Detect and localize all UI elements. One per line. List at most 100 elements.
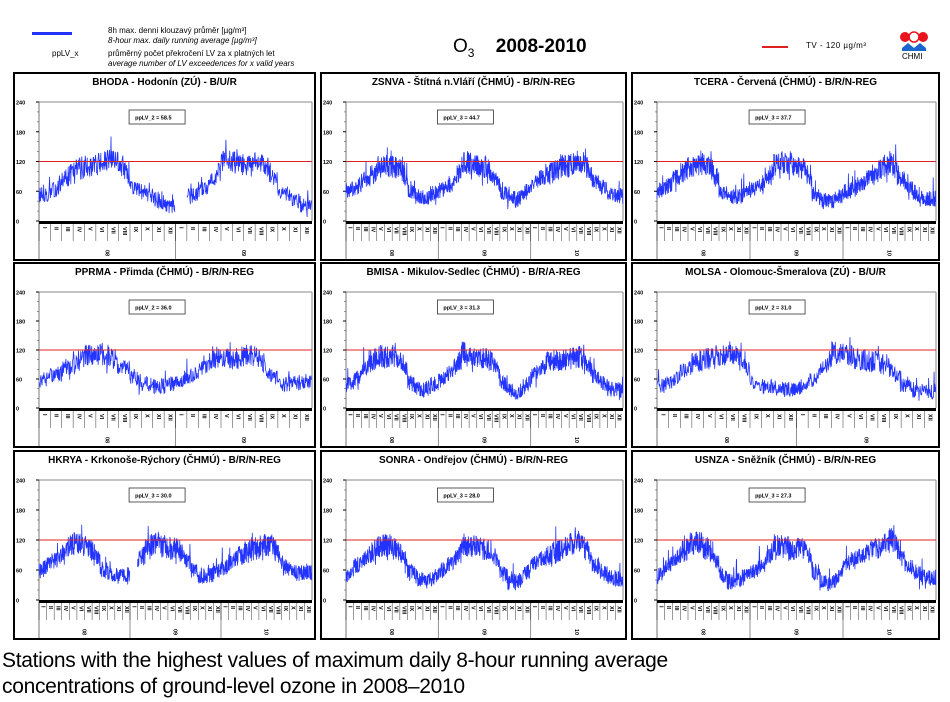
y-tick-label: 0 xyxy=(16,599,19,605)
station-chart-panel: SONRA - Ondřejov (ČHMÚ) - B/R/N-REG 0 60 12… xyxy=(320,450,627,640)
series-legend-line xyxy=(32,32,72,35)
month-label: XII xyxy=(303,227,309,234)
month-label: V xyxy=(87,414,93,418)
month-label: XII xyxy=(523,227,529,234)
y-tick-label: 0 xyxy=(323,599,326,605)
month-label: I xyxy=(130,606,136,608)
pplv-annotation-box xyxy=(748,487,806,503)
month-label: XI xyxy=(291,414,297,420)
month-label: VIII xyxy=(712,606,718,615)
month-label: II xyxy=(138,606,144,610)
month-label: VII xyxy=(797,606,803,613)
month-label: I xyxy=(843,227,849,229)
month-label: II xyxy=(539,227,545,231)
month-label: I xyxy=(39,606,45,608)
month-label: X xyxy=(727,606,733,610)
month-label: VIII xyxy=(741,414,747,423)
month-label: I xyxy=(657,606,663,608)
month-label: VII xyxy=(890,227,896,234)
station-chart-panel: PPRMA - Přimda (ČHMÚ) - B/R/N-REG 0 60 120 1… xyxy=(13,262,316,448)
y-tick-label: 180 xyxy=(634,509,643,515)
x-axis-bar xyxy=(657,408,936,411)
month-label: IX xyxy=(752,414,758,420)
month-label: VII xyxy=(485,227,491,234)
series-line xyxy=(656,524,937,592)
series-label-cz: 8h max. denni klouzavý průměr [µg/m³] xyxy=(108,26,247,35)
month-label: X xyxy=(290,606,296,610)
month-label: XI xyxy=(155,227,161,233)
month-label: I xyxy=(346,414,352,416)
caption-line-2: concentrations of ground-level ozone in … xyxy=(2,675,465,698)
station-chart-panel: ZSNVA - Štítná n.Vláří (ČHMÚ) - B/R/N-RE… xyxy=(320,72,627,261)
month-label: IX xyxy=(132,414,138,420)
month-label: XI xyxy=(516,414,522,420)
month-label: XII xyxy=(836,606,842,613)
month-label: IV xyxy=(369,606,375,612)
month-label: III xyxy=(200,414,206,419)
x-axis-bar xyxy=(346,600,623,603)
month-label: X xyxy=(416,227,422,231)
month-label: VI xyxy=(570,227,576,233)
month-label: IX xyxy=(500,606,506,612)
year-label: 09 xyxy=(862,437,868,443)
month-label: VI xyxy=(789,227,795,233)
series-line xyxy=(656,337,936,401)
month-label: IV xyxy=(75,227,81,233)
month-label: X xyxy=(280,227,286,231)
series-line xyxy=(38,342,312,395)
month-label: XI xyxy=(423,414,429,420)
chart-title: MOLSA - Olomouc-Šmeralova (ZÚ) - B/U/R xyxy=(685,265,887,278)
chart-title: SONRA - Ondřejov (ČHMÚ) - B/R/N-REG xyxy=(379,453,568,466)
month-label: XI xyxy=(423,227,429,233)
x-axis-bar xyxy=(657,221,936,224)
y-tick-label: 60 xyxy=(323,190,329,196)
month-label: X xyxy=(600,606,606,610)
month-label: XI xyxy=(776,414,782,420)
y-tick-label: 60 xyxy=(16,569,22,575)
pplv-annotation-text: ppLV_3 = 37.7 xyxy=(755,116,791,122)
y-tick-label: 0 xyxy=(323,220,326,226)
month-label: XI xyxy=(915,414,921,420)
year-label: 08 xyxy=(103,250,109,256)
year-label: 08 xyxy=(723,437,729,443)
month-label: IX xyxy=(719,227,725,233)
month-label: III xyxy=(683,414,689,419)
month-label: I xyxy=(439,414,445,416)
month-label: XI xyxy=(155,414,161,420)
chart-svg: TCERA - Červená (ČHMÚ) - B/R/N-REG 0 60 120… xyxy=(634,75,937,259)
month-label: XI xyxy=(608,227,614,233)
y-tick-label: 240 xyxy=(634,101,643,107)
month-label: III xyxy=(454,414,460,419)
month-label: V xyxy=(223,414,229,418)
month-label: III xyxy=(822,414,828,419)
month-label: III xyxy=(673,606,679,611)
y-tick-label: 120 xyxy=(634,539,643,545)
series-line xyxy=(38,136,176,214)
month-label: XII xyxy=(523,606,529,613)
month-label: IV xyxy=(153,606,159,612)
month-label: VIII xyxy=(493,414,499,423)
pplv-annotation-text: ppLV_3 = 28.0 xyxy=(443,494,479,500)
month-label: III xyxy=(55,606,61,611)
month-label: V xyxy=(562,414,568,418)
month-label: III xyxy=(64,414,70,419)
month-label: II xyxy=(354,414,360,418)
year-label: 09 xyxy=(481,437,487,443)
month-label: IX xyxy=(132,227,138,233)
y-tick-label: 120 xyxy=(634,349,643,355)
month-label: VI xyxy=(385,414,391,420)
month-label: II xyxy=(446,606,452,610)
pplv-annotation-text: ppLV_2 = 36.0 xyxy=(135,306,171,312)
pplv-annotation-box xyxy=(748,109,806,125)
month-label: VII xyxy=(393,606,399,613)
month-label: XI xyxy=(115,606,121,612)
month-label: I xyxy=(531,227,537,229)
month-label: III xyxy=(454,227,460,232)
y-tick-label: 240 xyxy=(16,101,25,107)
month-label: XII xyxy=(431,414,437,421)
year-label: 09 xyxy=(481,629,487,635)
month-label: VIII xyxy=(805,227,811,236)
month-label: VII xyxy=(869,414,875,421)
month-label: X xyxy=(416,414,422,418)
month-label: II xyxy=(189,227,195,231)
